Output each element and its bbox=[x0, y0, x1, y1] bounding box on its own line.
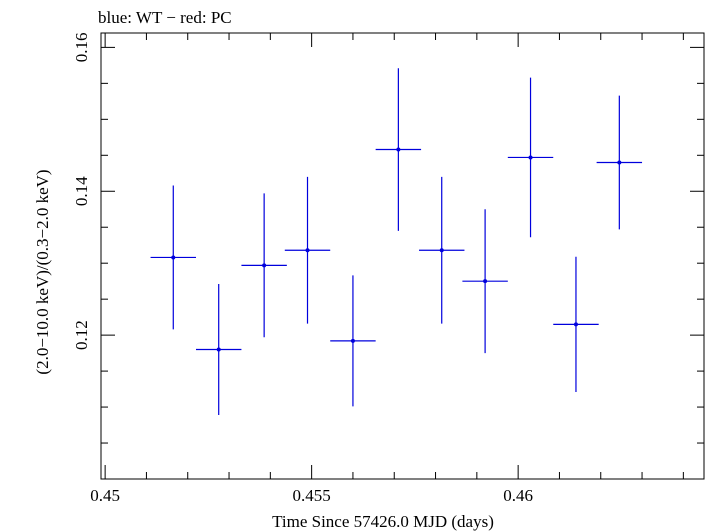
data-marker bbox=[216, 347, 221, 352]
data-points bbox=[150, 68, 643, 415]
data-point bbox=[462, 209, 508, 354]
y-tick-label: 0.14 bbox=[72, 176, 91, 206]
x-axis-label: Time Since 57426.0 MJD (days) bbox=[272, 512, 494, 531]
data-point bbox=[241, 193, 287, 338]
data-marker bbox=[350, 338, 355, 343]
y-axis-label: (2.0−10.0 keV)/(0.3−2.0 keV) bbox=[33, 169, 52, 374]
data-point bbox=[330, 275, 376, 407]
data-marker bbox=[439, 248, 444, 253]
data-point bbox=[419, 176, 465, 324]
data-marker bbox=[617, 160, 622, 165]
data-point bbox=[375, 68, 422, 231]
chart-title: blue: WT − red: PC bbox=[98, 8, 232, 27]
data-marker bbox=[171, 255, 176, 260]
data-marker bbox=[573, 322, 578, 327]
data-point bbox=[150, 185, 196, 330]
plot-frame bbox=[100, 32, 705, 480]
axis-tick-labels: 0.45 0.455 0.46 0.12 0.14 0.16 bbox=[72, 33, 533, 505]
data-point bbox=[507, 77, 554, 238]
x-tick-label: 0.46 bbox=[503, 486, 533, 505]
data-marker bbox=[396, 147, 401, 152]
data-point bbox=[195, 284, 242, 415]
data-point bbox=[284, 176, 331, 324]
data-marker bbox=[305, 248, 310, 253]
data-marker bbox=[528, 155, 533, 160]
y-tick-label: 0.16 bbox=[72, 33, 91, 63]
data-marker bbox=[483, 279, 488, 284]
x-tick-label: 0.45 bbox=[90, 486, 120, 505]
data-point bbox=[553, 256, 599, 392]
data-point bbox=[596, 95, 643, 230]
x-tick-label: 0.455 bbox=[293, 486, 331, 505]
axis-ticks bbox=[101, 33, 704, 479]
data-marker bbox=[262, 263, 267, 268]
y-tick-label: 0.12 bbox=[72, 320, 91, 350]
